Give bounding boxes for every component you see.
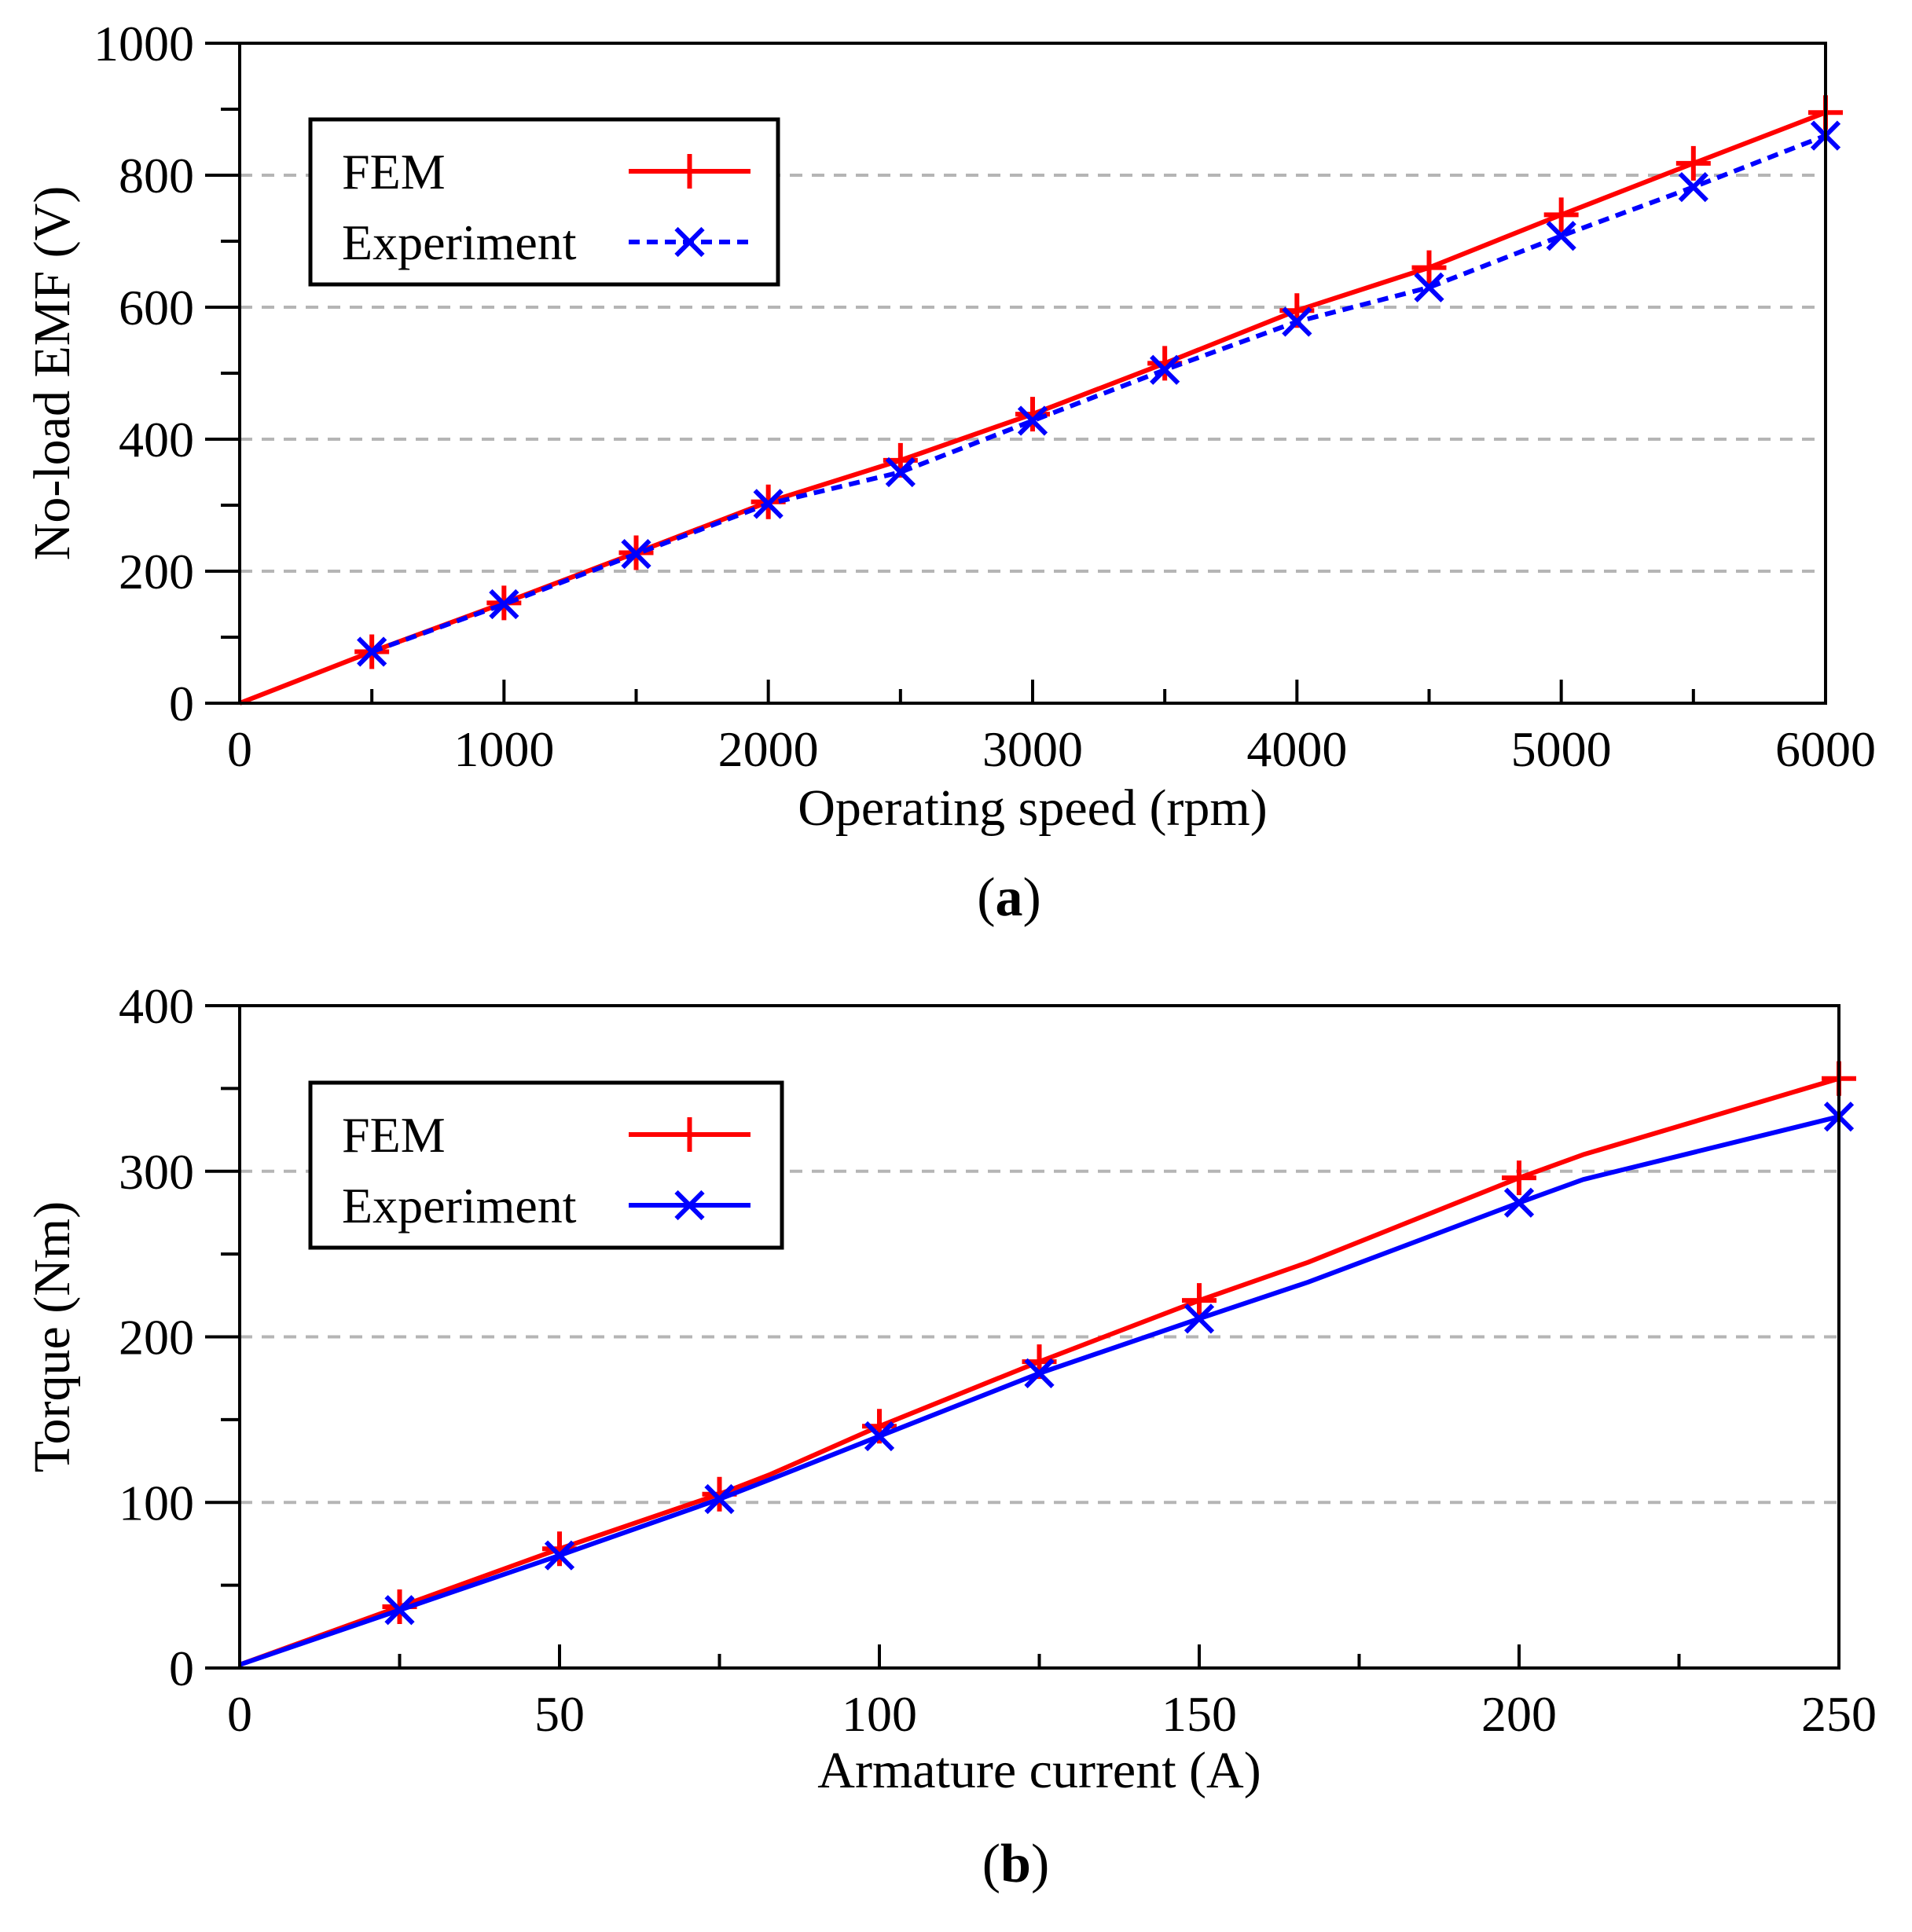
series-line-experiment <box>371 133 1827 654</box>
x-tick-label: 50 <box>534 1686 585 1742</box>
panel-b: 0 100 200 300 400 0 50 100 150 200 250 Armature cur… <box>24 978 1877 1894</box>
data-point-fem <box>1411 250 1447 285</box>
x-tick-label: 3000 <box>982 721 1083 777</box>
panel-a: 0 200 400 600 800 1000 0 1000 2000 3000 4000 5000 60… <box>24 16 1876 928</box>
data-point-experiment <box>1503 1187 1535 1218</box>
data-point-fem <box>1675 145 1711 181</box>
x-tick-label: 6000 <box>1775 721 1876 777</box>
legend-marker-experiment <box>674 226 705 258</box>
data-point-experiment <box>864 1421 895 1452</box>
legend-box <box>308 117 780 287</box>
data-point-experiment <box>1414 272 1444 302</box>
data-point-experiment <box>704 1483 735 1515</box>
x-tick-label: 2000 <box>718 721 819 777</box>
data-point-experiment <box>489 588 519 620</box>
legend-label-fem: FEM <box>342 1107 446 1163</box>
panel-caption: (a) <box>977 867 1041 928</box>
data-point-experiment <box>384 1595 415 1626</box>
y-tick-label: 400 <box>119 412 194 467</box>
data-point-fem <box>542 1531 577 1567</box>
y-tick-label: 0 <box>169 1641 194 1696</box>
data-point-experiment <box>1150 354 1180 385</box>
legend-marker-fem <box>672 1117 707 1152</box>
x-tick-label: 200 <box>1481 1686 1557 1742</box>
x-tick-label: 1000 <box>453 721 554 777</box>
y-tick-label: 400 <box>119 978 194 1034</box>
y-tick-label: 600 <box>119 280 194 335</box>
caption-letter: a <box>996 867 1023 928</box>
y-tick-label: 1000 <box>94 16 194 71</box>
data-point-experiment <box>1024 1358 1055 1388</box>
x-tick-label: 100 <box>842 1686 917 1742</box>
data-point-experiment <box>1017 405 1048 436</box>
y-tick-label: 0 <box>169 676 194 731</box>
data-point-experiment <box>885 456 916 488</box>
legend-label-experiment: Experiment <box>342 214 577 270</box>
data-point-fem <box>1502 1160 1536 1196</box>
data-point-experiment <box>544 1540 575 1571</box>
data-point-fem <box>1182 1283 1217 1318</box>
y-tick-label: 200 <box>119 1310 194 1366</box>
data-point-experiment <box>1678 171 1708 203</box>
caption-paren-open: ( <box>982 1834 1000 1894</box>
caption-paren-close: ) <box>1023 867 1041 928</box>
y-tick-label: 800 <box>119 148 194 203</box>
legend-marker-fem <box>672 154 707 189</box>
y-tick-label: 300 <box>119 1144 194 1200</box>
x-axis-title: Armature current (A) <box>817 1742 1261 1799</box>
caption-paren-open: ( <box>977 867 995 928</box>
data-point-experiment <box>753 489 784 519</box>
legend-label-experiment: Experiment <box>342 1178 577 1234</box>
series-line-fem <box>238 1076 1840 1667</box>
x-axis-title: Operating speed (rpm) <box>798 779 1267 837</box>
legend: FEM Experiment <box>308 1080 784 1250</box>
x-tick-label: 250 <box>1801 1686 1877 1742</box>
caption-letter: b <box>1000 1834 1031 1894</box>
caption-paren-close: ) <box>1031 1834 1049 1894</box>
data-point-experiment <box>1282 306 1312 337</box>
panel-caption: (b) <box>982 1834 1050 1894</box>
legend: FEM Experiment <box>308 117 780 287</box>
y-tick-label: 200 <box>119 544 194 599</box>
data-point-fem <box>1543 197 1579 233</box>
data-point-experiment <box>357 636 387 667</box>
data-point-experiment <box>1184 1303 1215 1334</box>
y-axis-title: No-load EMF (V) <box>24 186 81 561</box>
legend-box <box>308 1080 784 1250</box>
x-tick-label: 0 <box>227 1686 252 1742</box>
data-point-experiment <box>621 539 651 570</box>
x-tick-label: 0 <box>227 721 252 777</box>
y-axis-title: Torque (Nm) <box>24 1201 81 1472</box>
data-point-experiment <box>1546 221 1576 251</box>
series-line-experiment <box>239 1114 1840 1667</box>
legend-label-fem: FEM <box>342 144 446 200</box>
y-tick-label: 100 <box>119 1475 194 1531</box>
legend-marker-experiment <box>674 1190 705 1221</box>
x-tick-label: 5000 <box>1511 721 1612 777</box>
x-tick-label: 150 <box>1162 1686 1237 1742</box>
x-tick-label: 4000 <box>1246 721 1347 777</box>
